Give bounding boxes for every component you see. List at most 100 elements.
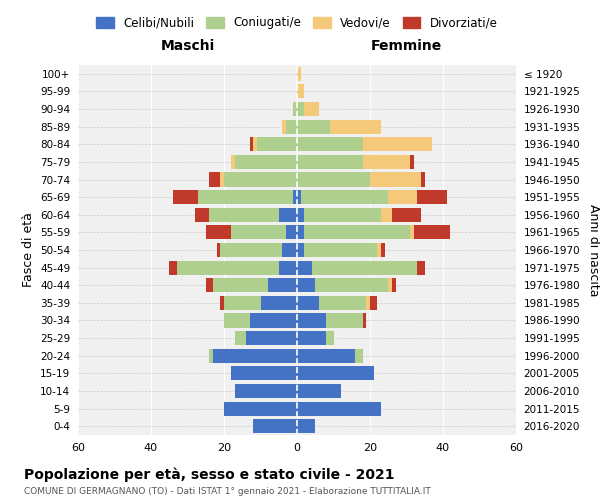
Bar bbox=[362, 137, 432, 152]
Bar bbox=[173, 190, 199, 204]
Bar bbox=[367, 296, 370, 310]
Y-axis label: Fasce di età: Fasce di età bbox=[22, 212, 35, 288]
Bar bbox=[377, 243, 381, 257]
Bar bbox=[209, 172, 220, 186]
Bar bbox=[326, 314, 362, 328]
Bar bbox=[388, 190, 418, 204]
Bar bbox=[176, 260, 279, 274]
Bar bbox=[209, 208, 279, 222]
Bar bbox=[297, 208, 304, 222]
Bar bbox=[297, 155, 362, 169]
Bar bbox=[330, 120, 381, 134]
Bar bbox=[220, 172, 224, 186]
Bar bbox=[232, 226, 286, 239]
Bar bbox=[257, 137, 297, 152]
Bar bbox=[297, 384, 341, 398]
Bar bbox=[279, 260, 297, 274]
Bar bbox=[206, 226, 232, 239]
Bar bbox=[297, 102, 304, 116]
Bar bbox=[224, 172, 297, 186]
Bar bbox=[297, 402, 381, 415]
Bar bbox=[235, 384, 297, 398]
Bar bbox=[297, 190, 301, 204]
Bar bbox=[297, 172, 370, 186]
Text: Popolazione per età, sesso e stato civile - 2021: Popolazione per età, sesso e stato civil… bbox=[24, 468, 395, 482]
Bar bbox=[297, 226, 304, 239]
Bar bbox=[315, 278, 388, 292]
Legend: Celibi/Nubili, Coniugati/e, Vedovi/e, Divorziati/e: Celibi/Nubili, Coniugati/e, Vedovi/e, Di… bbox=[92, 12, 502, 34]
Bar bbox=[381, 208, 392, 222]
Bar bbox=[253, 137, 257, 152]
Bar bbox=[414, 226, 450, 239]
Bar bbox=[297, 260, 311, 274]
Bar bbox=[286, 120, 297, 134]
Bar bbox=[232, 155, 235, 169]
Bar bbox=[392, 278, 395, 292]
Bar bbox=[370, 296, 377, 310]
Bar bbox=[283, 120, 286, 134]
Bar bbox=[370, 172, 421, 186]
Bar bbox=[250, 314, 297, 328]
Bar bbox=[250, 137, 253, 152]
Bar bbox=[235, 155, 297, 169]
Bar bbox=[297, 278, 315, 292]
Bar bbox=[195, 208, 209, 222]
Bar bbox=[293, 102, 297, 116]
Bar bbox=[392, 208, 421, 222]
Text: COMUNE DI GERMAGNANO (TO) - Dati ISTAT 1° gennaio 2021 - Elaborazione TUTTITALIA: COMUNE DI GERMAGNANO (TO) - Dati ISTAT 1… bbox=[24, 488, 431, 496]
Bar bbox=[235, 331, 246, 345]
Bar bbox=[381, 243, 385, 257]
Bar bbox=[209, 348, 213, 363]
Bar bbox=[279, 208, 297, 222]
Bar bbox=[297, 366, 374, 380]
Text: Femmine: Femmine bbox=[371, 38, 442, 52]
Bar bbox=[304, 102, 319, 116]
Bar bbox=[224, 314, 250, 328]
Bar bbox=[319, 296, 367, 310]
Bar bbox=[297, 120, 330, 134]
Bar bbox=[326, 331, 334, 345]
Bar bbox=[293, 190, 297, 204]
Text: Maschi: Maschi bbox=[160, 38, 215, 52]
Bar bbox=[268, 278, 297, 292]
Bar bbox=[297, 419, 315, 433]
Bar bbox=[220, 296, 224, 310]
Bar bbox=[304, 243, 377, 257]
Bar bbox=[206, 278, 213, 292]
Bar bbox=[304, 226, 410, 239]
Bar bbox=[224, 402, 297, 415]
Bar bbox=[213, 348, 297, 363]
Bar bbox=[388, 278, 392, 292]
Bar bbox=[232, 366, 297, 380]
Bar bbox=[224, 296, 260, 310]
Bar bbox=[199, 190, 293, 204]
Bar bbox=[286, 226, 297, 239]
Bar bbox=[421, 172, 425, 186]
Bar bbox=[297, 137, 362, 152]
Bar bbox=[301, 190, 388, 204]
Bar bbox=[297, 296, 319, 310]
Bar bbox=[283, 243, 297, 257]
Bar bbox=[304, 208, 381, 222]
Bar bbox=[297, 348, 355, 363]
Bar bbox=[169, 260, 176, 274]
Bar bbox=[355, 348, 362, 363]
Bar bbox=[297, 331, 326, 345]
Bar bbox=[253, 419, 297, 433]
Bar bbox=[410, 155, 414, 169]
Bar bbox=[220, 243, 283, 257]
Bar bbox=[217, 243, 220, 257]
Bar bbox=[418, 260, 425, 274]
Bar bbox=[410, 226, 414, 239]
Bar bbox=[311, 260, 418, 274]
Bar bbox=[297, 243, 304, 257]
Bar bbox=[213, 278, 268, 292]
Bar bbox=[362, 314, 367, 328]
Bar bbox=[297, 314, 326, 328]
Bar bbox=[418, 190, 446, 204]
Bar bbox=[362, 155, 410, 169]
Bar bbox=[297, 67, 301, 81]
Bar bbox=[260, 296, 297, 310]
Bar bbox=[246, 331, 297, 345]
Bar bbox=[297, 84, 304, 98]
